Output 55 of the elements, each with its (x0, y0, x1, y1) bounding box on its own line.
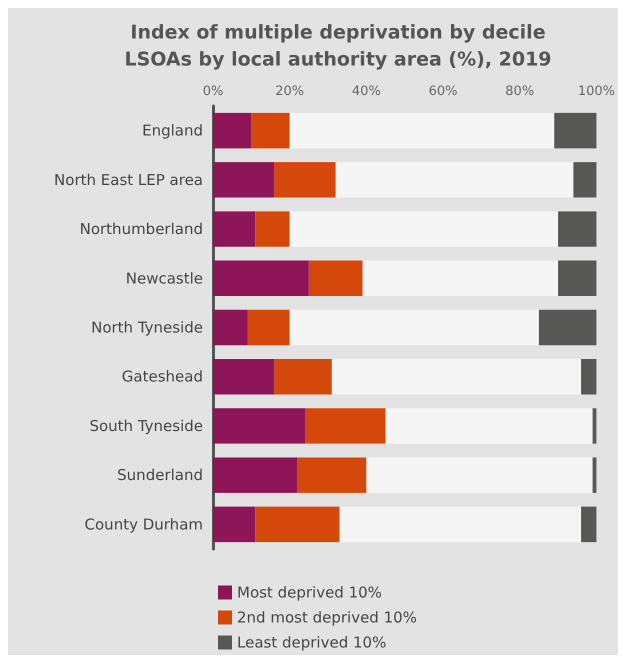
x-tick-label: 60% (428, 84, 458, 99)
y-tick-label: North East LEP area (54, 170, 203, 189)
bar (213, 112, 252, 148)
bar (538, 310, 596, 346)
bar (248, 310, 290, 346)
bar (290, 310, 539, 346)
x-tick-label: 80% (505, 84, 534, 99)
bar (213, 359, 274, 394)
y-tick-label: South Tyneside (89, 416, 203, 435)
bar (592, 408, 596, 444)
bar (213, 260, 309, 296)
x-tick-label: 100% (578, 84, 616, 99)
legend-label: 2nd most deprived 10% (237, 608, 417, 626)
x-tick-label: 20% (275, 84, 304, 99)
bar (558, 211, 596, 247)
bar (255, 211, 290, 247)
bar (213, 506, 256, 542)
bar (290, 211, 558, 247)
bar (213, 162, 274, 198)
y-tick-label: England (142, 122, 203, 140)
bar (213, 211, 256, 247)
bar (213, 310, 248, 346)
bar (573, 162, 596, 198)
bar (255, 506, 340, 542)
bar (558, 260, 596, 296)
chart-title: Index of multiple deprivation by decile LSOAs by local authority area (%), 2019 (124, 22, 552, 70)
bar (362, 260, 558, 296)
bar (290, 112, 554, 148)
bar (274, 162, 336, 198)
bar (592, 457, 596, 493)
bar (554, 112, 596, 148)
y-tick-label: Newcastle (126, 269, 203, 288)
bar (386, 408, 593, 444)
bar (332, 359, 582, 394)
bar (581, 506, 596, 542)
y-tick-label: Northumberland (80, 220, 203, 238)
x-tick-label: 0% (202, 84, 224, 99)
x-tick-label: 40% (352, 84, 381, 99)
y-tick-label: County Durham (84, 515, 203, 534)
bar (213, 457, 298, 493)
y-tick-label: Sunderland (117, 466, 203, 484)
bar (336, 162, 574, 198)
bar (213, 408, 306, 444)
legend-label: Most deprived 10% (237, 584, 382, 602)
bar (297, 457, 366, 493)
bar (305, 408, 386, 444)
bar (581, 359, 596, 394)
legend-label: Least deprived 10% (237, 634, 386, 652)
bar (274, 359, 332, 394)
bar (308, 260, 363, 296)
bar (251, 112, 290, 148)
bar (366, 457, 593, 493)
y-tick-label: Gateshead (122, 368, 203, 386)
bar (340, 506, 582, 542)
y-tick-label: North Tyneside (91, 318, 203, 336)
